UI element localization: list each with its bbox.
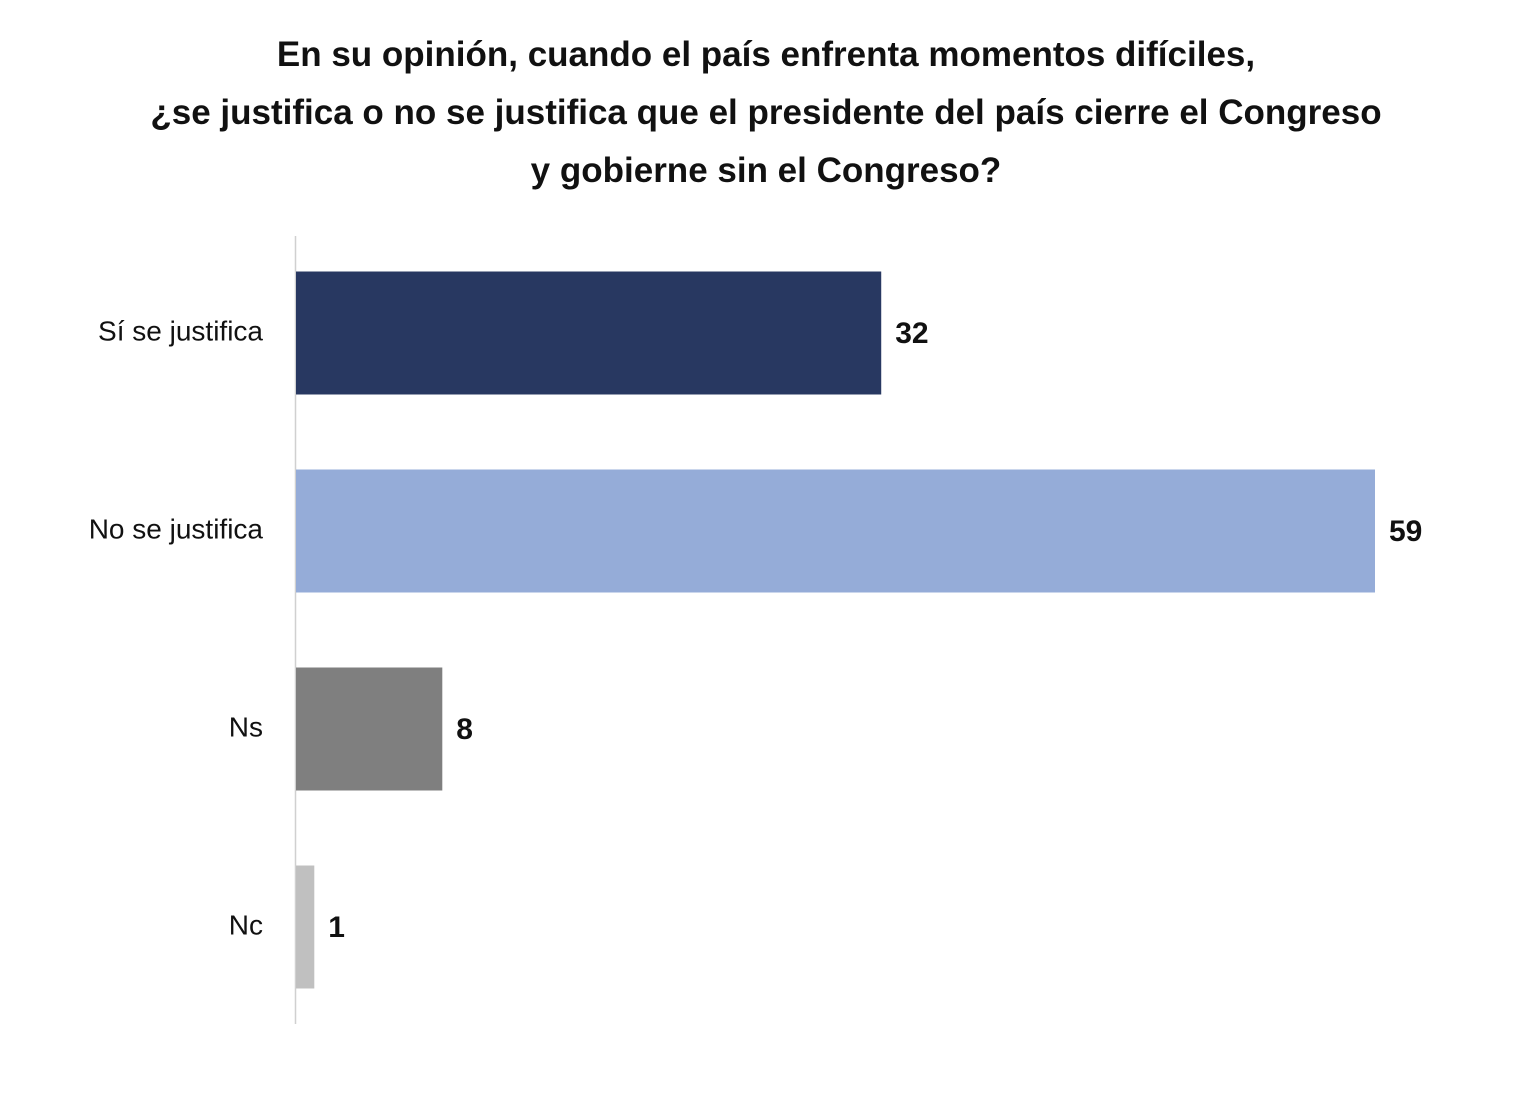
value-label-no-se-justifica: 59	[1389, 515, 1422, 548]
bar-si-se-justifica	[296, 271, 882, 395]
chart-title-line-3: y gobierne sin el Congreso?	[530, 151, 1002, 190]
category-label-ns: Ns	[229, 711, 263, 742]
category-label-no-se-justifica: No se justifica	[89, 513, 264, 544]
chart-title-line-1: En su opinión, cuando el país enfrenta m…	[276, 35, 1256, 74]
category-label-nc: Nc	[229, 909, 263, 940]
bars-group	[296, 271, 1375, 989]
value-label-ns: 8	[456, 713, 473, 746]
chart-title-line-2: ¿se justifica o no se justifica que el p…	[150, 93, 1382, 132]
value-label-si-se-justifica: 32	[895, 317, 928, 350]
category-labels-group: Sí se justifica No se justifica Ns Nc	[89, 315, 264, 940]
value-label-nc: 1	[328, 911, 345, 944]
value-labels-group: 32 59 8 1	[328, 317, 1422, 944]
bar-ns	[296, 667, 443, 791]
bar-no-se-justifica	[296, 469, 1375, 593]
chart-title: En su opinión, cuando el país enfrenta m…	[0, 26, 1532, 200]
category-label-si-se-justifica: Sí se justifica	[98, 315, 263, 346]
bar-nc	[296, 865, 315, 989]
